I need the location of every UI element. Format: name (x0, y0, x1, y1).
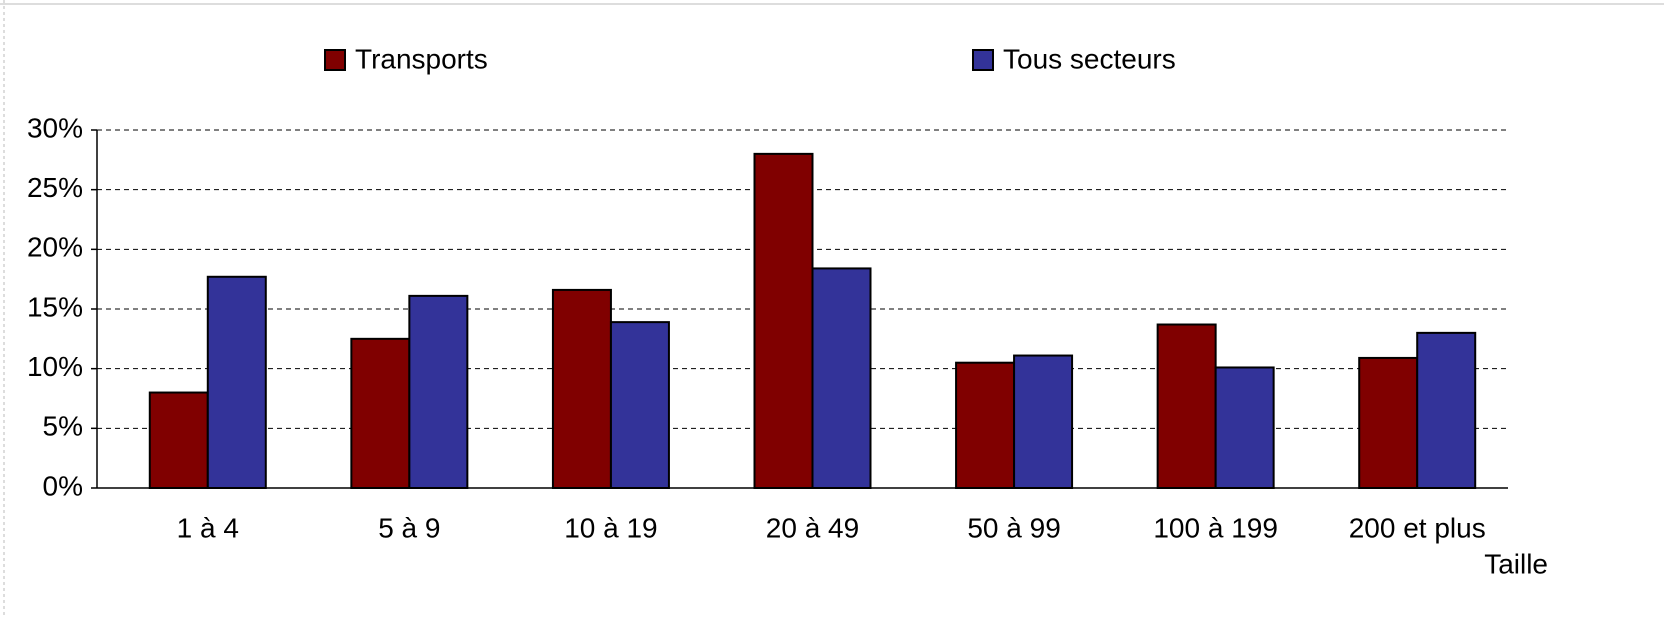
y-tick-label: 0% (43, 470, 83, 501)
bar (1358, 356, 1419, 489)
x-tick-label: 10 à 19 (564, 512, 657, 543)
bar (148, 391, 209, 489)
legend-label: Transports (355, 43, 488, 74)
y-tick-label: 15% (27, 291, 83, 322)
bar (206, 275, 267, 489)
bar (609, 321, 670, 490)
x-tick-label: 50 à 99 (967, 512, 1060, 543)
x-axis-label: Taille (1484, 548, 1548, 579)
x-tick-label: 20 à 49 (766, 512, 859, 543)
legend-swatch (324, 49, 346, 71)
legend-label: Tous secteurs (1003, 43, 1176, 74)
bar (1156, 323, 1217, 489)
x-tick-label: 100 à 199 (1153, 512, 1278, 543)
y-tick-label: 20% (27, 232, 83, 263)
y-tick-label: 25% (27, 172, 83, 203)
y-tick-label: 30% (27, 112, 83, 143)
bar (1214, 366, 1275, 489)
x-tick-label: 200 et plus (1349, 512, 1486, 543)
bar (811, 267, 872, 489)
bar (955, 361, 1016, 490)
legend-swatch (972, 49, 994, 71)
bar (551, 288, 612, 490)
x-tick-label: 5 à 9 (378, 512, 440, 543)
bar (1416, 331, 1477, 489)
bar (753, 152, 814, 489)
y-tick-label: 10% (27, 351, 83, 382)
bar (408, 294, 469, 489)
bar (350, 337, 411, 490)
bar (1013, 354, 1074, 490)
y-tick-label: 5% (43, 411, 83, 442)
x-tick-label: 1 à 4 (177, 512, 239, 543)
